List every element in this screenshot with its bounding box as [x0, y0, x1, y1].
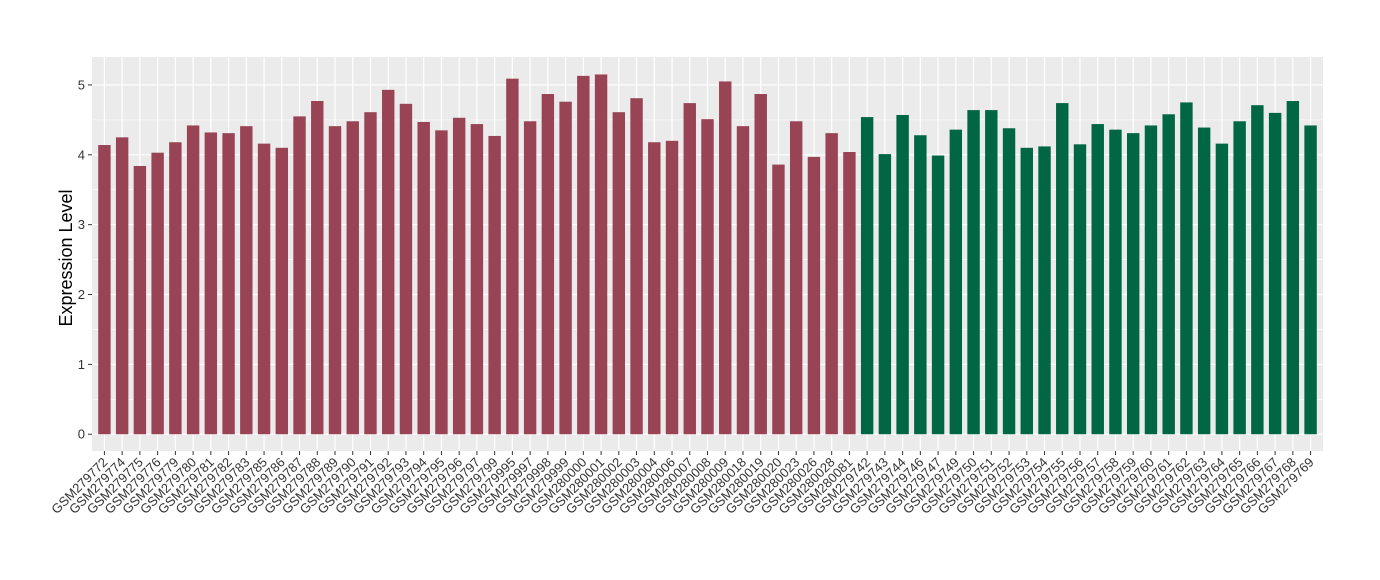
bar-GSM280006: [665, 140, 679, 435]
bar-GSM279757: [1091, 124, 1104, 435]
bar-GSM280004: [648, 142, 661, 435]
bar-GSM279752: [1002, 128, 1016, 435]
bar-GSM279795: [435, 130, 448, 435]
bar-GSM279746: [914, 135, 927, 435]
bar-GSM280026: [807, 156, 821, 435]
bar-GSM279799: [488, 135, 501, 435]
bar-GSM280081: [843, 152, 856, 435]
bar-GSM279786: [275, 147, 289, 435]
bar-GSM279742: [860, 117, 874, 435]
bar-GSM279793: [399, 103, 413, 435]
bar-GSM279997: [523, 121, 537, 435]
bar-GSM279762: [1180, 102, 1193, 435]
y-tick-label: 0: [78, 427, 85, 442]
bar-GSM280007: [683, 103, 696, 435]
bar-GSM279759: [1126, 133, 1140, 435]
bar-GSM279790: [346, 121, 359, 435]
y-tick-label: 1: [78, 357, 85, 372]
bar-GSM279797: [470, 124, 484, 435]
bar-GSM279792: [382, 89, 395, 435]
y-axis: 0 1 2 3 4 5: [78, 77, 92, 442]
bar-GSM280001: [594, 74, 608, 435]
bar-GSM279999: [559, 101, 572, 435]
bar-GSM279756: [1073, 144, 1087, 435]
bar-GSM279791: [364, 112, 377, 435]
y-tick-label: 5: [78, 77, 85, 92]
bar-GSM279788: [311, 101, 324, 435]
bar-GSM280020: [772, 164, 785, 435]
bar-GSM279781: [204, 132, 218, 435]
bar-GSM279998: [541, 94, 555, 435]
bar-GSM279789: [328, 126, 342, 435]
bar-GSM279767: [1268, 112, 1282, 435]
bar-GSM279785: [257, 143, 271, 435]
bar-GSM279751: [985, 110, 998, 435]
bar-GSM280018: [736, 126, 750, 435]
bar-GSM279780: [186, 125, 200, 435]
bar-GSM279743: [878, 154, 892, 435]
bar-GSM279758: [1109, 129, 1122, 435]
y-tick-label: 4: [78, 147, 85, 162]
bar-GSM279995: [506, 78, 519, 435]
bar-GSM279772: [98, 145, 111, 435]
bar-GSM279768: [1286, 101, 1300, 435]
bar-GSM280002: [612, 112, 626, 435]
bar-GSM279776: [151, 152, 164, 435]
bar-GSM279760: [1144, 125, 1158, 435]
bar-GSM279775: [133, 165, 147, 435]
bar-GSM279744: [896, 114, 909, 435]
bar-GSM279782: [222, 133, 235, 435]
bar-GSM280008: [701, 119, 714, 435]
bar-GSM279769: [1304, 125, 1317, 435]
bars: [98, 74, 1317, 435]
bar-GSM279765: [1233, 121, 1246, 435]
bar-GSM279766: [1251, 105, 1264, 435]
bar-GSM279794: [417, 121, 430, 435]
bar-GSM279747: [931, 155, 945, 435]
bar-GSM280023: [789, 121, 803, 435]
bar-GSM280000: [577, 75, 590, 435]
bar-GSM279787: [293, 116, 306, 435]
bar-GSM280028: [825, 133, 838, 435]
y-tick-label: 2: [78, 287, 85, 302]
bar-GSM279754: [1038, 146, 1051, 435]
bar-GSM280009: [719, 81, 732, 435]
bar-GSM279779: [169, 142, 182, 435]
bar-GSM279764: [1215, 143, 1229, 435]
bar-GSM279783: [240, 126, 253, 435]
y-axis-title: Expression Level: [56, 189, 76, 326]
bar-GSM279755: [1056, 103, 1069, 435]
bar-GSM280003: [630, 98, 643, 435]
bar-GSM279763: [1197, 127, 1211, 435]
bar-GSM279750: [967, 110, 980, 435]
bar-GSM279774: [115, 137, 129, 435]
y-tick-label: 3: [78, 217, 85, 232]
bar-GSM279749: [949, 129, 963, 435]
bar-GSM280019: [754, 94, 767, 435]
bar-GSM279753: [1020, 147, 1033, 435]
bar-GSM279796: [452, 117, 466, 435]
bar-GSM279761: [1162, 114, 1175, 435]
x-axis: GSM279772GSM279774GSM279775GSM279776GSM2…: [48, 451, 1317, 517]
